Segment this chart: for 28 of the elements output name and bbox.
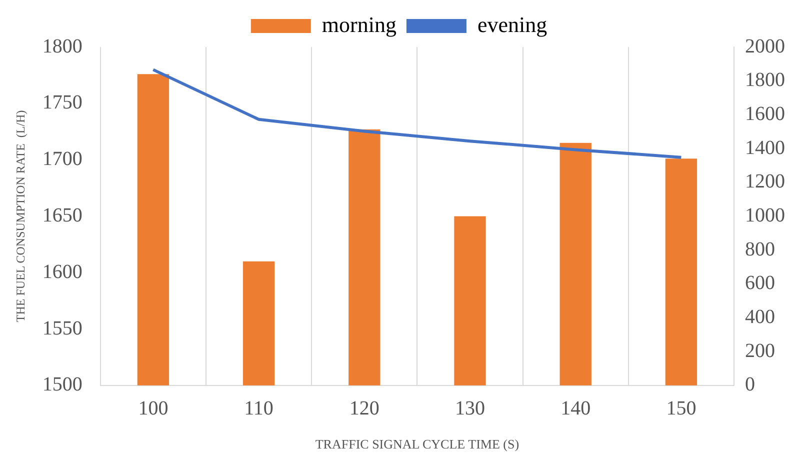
y2-tick-label: 1400 xyxy=(745,136,785,159)
y2-tick-label: 0 xyxy=(745,374,755,396)
y-axis-title: THE FUEL CONSUMPTION RATE (L/H) xyxy=(13,110,28,322)
x-tick-label: 110 xyxy=(244,398,274,420)
y-tick-label: 1550 xyxy=(42,317,82,340)
y-tick-label: 1750 xyxy=(42,92,82,114)
y2-tick-label: 1000 xyxy=(745,204,785,226)
y-tick-label: 1600 xyxy=(42,260,82,283)
x-axis-title: TRAFFIC SIGNAL CYCLE TIME (S) xyxy=(315,436,520,452)
y2-tick-label: 400 xyxy=(745,306,775,328)
legend-label: morning xyxy=(322,12,396,37)
legend-label: evening xyxy=(477,12,548,37)
x-tick-label: 100 xyxy=(138,398,168,420)
x-tick-label: 130 xyxy=(455,398,485,420)
y2-tick-label: 1600 xyxy=(745,102,785,125)
y-tick-label: 1700 xyxy=(42,148,82,170)
y2-tick-label: 1800 xyxy=(745,69,785,92)
y2-tick-label: 200 xyxy=(745,340,775,362)
y2-tick-label: 800 xyxy=(745,238,775,260)
y2-tick-label: 2000 xyxy=(745,35,785,58)
x-tick-label: 150 xyxy=(666,398,696,420)
y2-tick-label: 600 xyxy=(745,272,775,294)
y-tick-label: 1800 xyxy=(42,35,82,58)
x-tick-label: 140 xyxy=(560,398,591,420)
y-tick-label: 1650 xyxy=(42,204,82,226)
y-tick-label: 1500 xyxy=(42,374,82,396)
x-tick-label: 120 xyxy=(349,398,380,420)
y2-tick-label: 1200 xyxy=(745,170,785,193)
